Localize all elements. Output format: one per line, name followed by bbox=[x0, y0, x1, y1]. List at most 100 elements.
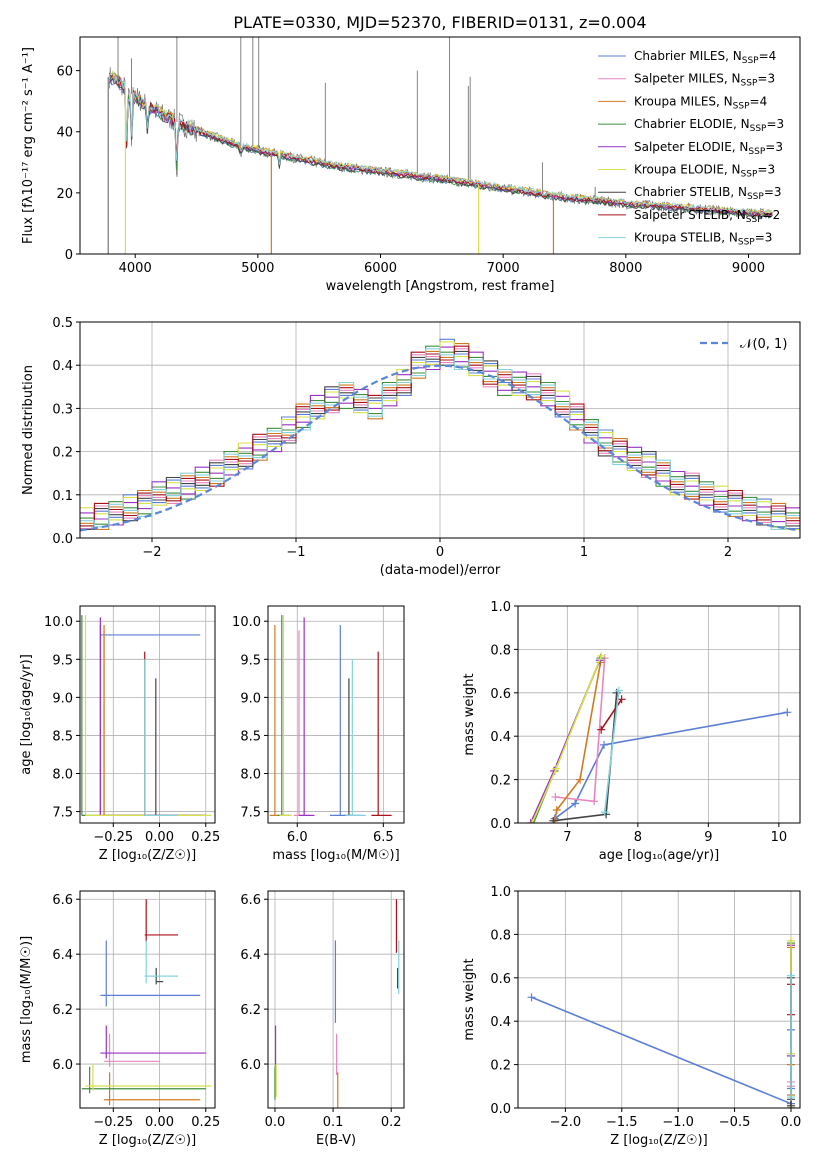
x-tick-label: −1.0 bbox=[662, 1115, 694, 1130]
histogram-kroupa_stelib bbox=[80, 348, 800, 530]
mw-z-point bbox=[786, 1093, 795, 1102]
y-axis-label: mass weight bbox=[462, 673, 477, 755]
axes-frame bbox=[517, 605, 801, 824]
mw-z-point bbox=[786, 971, 795, 980]
histogram-chabrier_stelib bbox=[80, 350, 800, 530]
y-tick-label: 0.8 bbox=[490, 928, 511, 943]
plot-area bbox=[107, 37, 773, 254]
y-tick-label: 0.0 bbox=[52, 532, 73, 547]
y-tick-label: 0.4 bbox=[490, 730, 511, 745]
x-axis-label: Z [log₁₀(Z/Z☉)] bbox=[99, 848, 196, 863]
y-tick-label: 6.4 bbox=[52, 948, 73, 963]
y-tick-label: 0.8 bbox=[490, 643, 511, 658]
y-tick-label: 8.0 bbox=[240, 768, 261, 783]
mw-age-point bbox=[783, 708, 792, 717]
mw-age-point bbox=[551, 792, 560, 801]
axes-frame bbox=[79, 890, 216, 1109]
x-axis-label: wavelength [Angstrom, rest frame] bbox=[326, 279, 555, 294]
y-axis-label: age [log₁₀(age/yr)] bbox=[19, 654, 34, 775]
mw-age-point bbox=[526, 819, 535, 823]
y-axis-label: mass [log₁₀(M/M☉)] bbox=[19, 936, 34, 1063]
mw-age-point bbox=[617, 695, 626, 704]
x-tick-label: −0.25 bbox=[93, 1115, 133, 1130]
model-spectrum-kroupa_stelib bbox=[109, 72, 773, 215]
y-tick-label: 6.2 bbox=[240, 1003, 261, 1018]
x-axis-label: age [log₁₀(age/yr)] bbox=[599, 848, 720, 863]
plot-area bbox=[80, 338, 800, 532]
axes-frame bbox=[79, 36, 801, 255]
y-tick-label: 0.6 bbox=[490, 972, 511, 987]
x-axis-label: (data-model)/error bbox=[380, 563, 501, 578]
y-tick-label: 9.5 bbox=[52, 653, 73, 668]
model-spectrum-salpeter_stelib bbox=[109, 72, 773, 216]
y-tick-label: 6.6 bbox=[240, 893, 261, 908]
x-tick-label: 10 bbox=[771, 830, 788, 845]
y-tick-label: 60 bbox=[56, 65, 73, 80]
x-tick-label: 0.2 bbox=[381, 1115, 402, 1130]
mw-z-point bbox=[527, 993, 536, 1002]
y-tick-label: 0.0 bbox=[490, 817, 511, 832]
panel-spectrum: 4000 5000 6000 7000 8000 9000 0 20 40 60 wavelengt… bbox=[21, 36, 801, 294]
mw-age-point bbox=[552, 764, 561, 773]
x-tick-label: 6.5 bbox=[373, 830, 394, 845]
x-tick-label: 6000 bbox=[364, 261, 397, 276]
mw-age-point bbox=[528, 819, 537, 823]
y-tick-label: 6.6 bbox=[52, 893, 73, 908]
mw-age-point bbox=[600, 808, 609, 817]
x-tick-label: 0 bbox=[436, 545, 444, 560]
plot-area bbox=[269, 615, 392, 816]
figure-title: PLATE=0330, MJD=52370, FIBERID=0131, z=0… bbox=[233, 13, 646, 32]
y-tick-label: 0.4 bbox=[52, 359, 73, 374]
x-tick-label: −2 bbox=[142, 545, 161, 560]
x-tick-label: 5000 bbox=[241, 261, 274, 276]
panel-mass_weight_vs_Z: −2.0 −1.5 −1.0 −0.5 0.0 0.0 0.2 0.4 0.6 0.8 1.0 Z [… bbox=[462, 885, 801, 1148]
panel-residual_distribution: −2 −1 0 1 2 0.0 0.1 0.2 0.3 0.4 0.5 (data-model)/er… bbox=[21, 316, 801, 578]
x-tick-label: 6.0 bbox=[287, 830, 308, 845]
histogram-salpeter_stelib bbox=[80, 345, 800, 527]
y-tick-label: 7.5 bbox=[52, 806, 73, 821]
plot-area bbox=[81, 615, 212, 816]
y-axis-label: Flux [fλ10⁻¹⁷ erg cm⁻² s⁻¹ A⁻¹] bbox=[21, 47, 36, 244]
x-axis-label: mass [log₁₀(M/M☉)] bbox=[272, 848, 399, 863]
x-tick-label: 2 bbox=[724, 545, 732, 560]
legend-label: 𝒩(0, 1) bbox=[740, 337, 787, 352]
y-tick-label: 20 bbox=[56, 187, 73, 202]
mw-age-point bbox=[600, 740, 609, 749]
y-tick-label: 0.2 bbox=[490, 774, 511, 789]
x-tick-label: 8 bbox=[634, 830, 642, 845]
mw-age-point bbox=[597, 651, 606, 660]
x-tick-label: 0.25 bbox=[191, 1115, 220, 1130]
x-tick-label: −0.5 bbox=[719, 1115, 751, 1130]
y-tick-label: 9.0 bbox=[52, 691, 73, 706]
x-tick-label: 9000 bbox=[732, 261, 765, 276]
legend-label: Kroupa MILES, NSSP=4 bbox=[634, 94, 767, 111]
y-tick-label: 1.0 bbox=[490, 885, 511, 900]
mw-age-kroupa_stelib bbox=[603, 690, 620, 813]
axes-frame bbox=[267, 890, 405, 1109]
panel-age_vs_Z: −0.25 0.00 0.25 7.5 8.0 8.5 9.0 9.5 10.0 Z [log₁₀… bbox=[19, 605, 220, 863]
y-tick-label: 6.0 bbox=[52, 1058, 73, 1073]
y-tick-label: 0.6 bbox=[490, 687, 511, 702]
y-tick-label: 6.2 bbox=[52, 1003, 73, 1018]
y-tick-label: 0.5 bbox=[52, 316, 73, 331]
legend-label: Chabrier STELIB, NSSP=3 bbox=[634, 185, 782, 202]
mw-z-point bbox=[786, 936, 795, 945]
x-tick-label: −0.25 bbox=[93, 830, 133, 845]
y-tick-label: 6.0 bbox=[240, 1058, 261, 1073]
model-spectrum-chabrier_elodie bbox=[109, 76, 773, 219]
y-tick-label: 0.3 bbox=[52, 402, 73, 417]
mw-age-chabrier_miles bbox=[554, 711, 788, 820]
x-tick-label: 0.0 bbox=[781, 1115, 802, 1130]
plot-area bbox=[527, 936, 795, 1108]
legend-label: Kroupa ELODIE, NSSP=3 bbox=[634, 163, 775, 180]
x-tick-label: 0.00 bbox=[145, 1115, 174, 1130]
plot-area bbox=[526, 651, 792, 823]
y-tick-label: 9.5 bbox=[240, 653, 261, 668]
x-tick-label: 7 bbox=[563, 830, 571, 845]
x-axis-label: Z [log₁₀(Z/Z☉)] bbox=[99, 1133, 196, 1148]
x-tick-label: 0.00 bbox=[145, 830, 174, 845]
mw-age-salpeter_stelib bbox=[600, 698, 623, 731]
plot-area bbox=[81, 899, 212, 1106]
y-tick-label: 0.1 bbox=[52, 489, 73, 504]
y-tick-label: 8.5 bbox=[240, 729, 261, 744]
